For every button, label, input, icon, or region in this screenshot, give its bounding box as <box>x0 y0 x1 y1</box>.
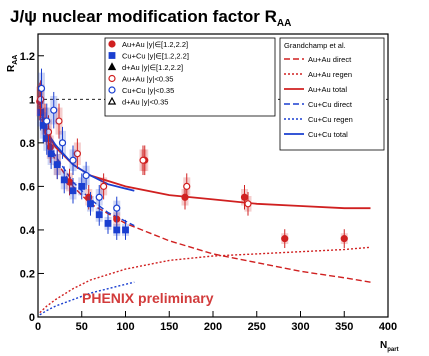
legend-data-label-0: Au+Au |y|∈[1.2,2.2] <box>122 40 188 49</box>
legend-model-label-0: Au+Au direct <box>308 55 352 64</box>
legend-model-title: Grandchamp et al. <box>284 41 346 50</box>
x-tick-label-0: 0 <box>35 321 41 333</box>
chart-title-text: J/ψ nuclear modification factor R <box>10 7 277 26</box>
legend-data-marker-2 <box>107 62 117 71</box>
y-tick-label-2: 0.4 <box>20 225 36 237</box>
model-curve-0 <box>39 110 371 283</box>
point-4-6 <box>95 193 103 201</box>
point-0-10 <box>281 235 289 243</box>
legend-data: Au+Au |y|∈[1.2,2.2] Cu+Cu |y|∈[1.2,2.2] d+… <box>104 37 276 117</box>
point-1-8 <box>87 200 94 208</box>
point-4-7 <box>113 204 121 212</box>
point-1-4 <box>53 161 61 169</box>
point-4-0 <box>37 84 46 93</box>
legend-data-label-5: d+Au |y|<0.35 <box>122 98 168 107</box>
point-3-4 <box>100 182 108 190</box>
svg-text:RAA: RAA <box>6 55 19 72</box>
y-tick-label-3: 0.6 <box>20 181 35 193</box>
x-tick-label-8: 400 <box>379 321 397 333</box>
y-tick-label-5: 1 <box>29 94 35 106</box>
legend-data-marker-1 <box>108 52 116 59</box>
point-4-3 <box>58 139 67 147</box>
point-1-10 <box>104 219 112 227</box>
y-tick-label-4: 0.8 <box>20 138 35 150</box>
x-tick-label-3: 150 <box>160 321 178 333</box>
y-axis-label-subscript: AA <box>12 55 19 65</box>
chart-title-subscript: AA <box>277 18 291 29</box>
x-axis-label: Npart <box>380 340 399 353</box>
model-curve-4 <box>39 281 135 316</box>
y-tick-label-0: 0 <box>29 312 35 324</box>
legend-data-label-1: Cu+Cu |y|∈[1.2,2.2] <box>122 52 189 61</box>
watermark-text: PHENIX preliminary <box>82 290 214 306</box>
legend-model-label-2: Au+Au total <box>308 85 347 94</box>
point-1-11 <box>113 226 121 234</box>
point-3-6 <box>183 182 191 190</box>
legend-data-marker-0 <box>108 40 116 48</box>
legend-data-label-2: d+Au |y|∈[1.2,2.2] <box>122 63 183 72</box>
point-0-11 <box>340 235 348 243</box>
model-curve-1 <box>39 246 371 314</box>
point-3-2 <box>55 117 63 125</box>
point-4-5 <box>82 171 90 180</box>
y-axis-label: RAA <box>6 55 19 72</box>
legend-model-label-4: Cu+Cu regen <box>308 115 353 124</box>
point-4-2 <box>50 106 58 114</box>
x-tick-label-4: 200 <box>204 321 222 333</box>
legend-data-label-4: Cu+Cu |y|<0.35 <box>122 86 174 95</box>
legend-model: Grandchamp et al. Au+Au direct Au+Au rege… <box>279 37 385 151</box>
point-3-3 <box>73 150 81 158</box>
data-points <box>36 68 348 249</box>
point-3-5 <box>139 156 147 164</box>
legend-data-box <box>104 37 276 117</box>
y-axis-label-text: R <box>6 64 17 72</box>
legend-model-label-1: Au+Au regen <box>308 70 352 79</box>
x-tick-label-1: 50 <box>76 321 88 333</box>
x-tick-label-2: 100 <box>116 321 134 333</box>
point-1-5 <box>60 176 68 184</box>
x-axis-label-subscript: part <box>387 347 398 353</box>
x-tick-label-5: 250 <box>248 321 266 333</box>
legend-data-marker-3 <box>108 74 116 83</box>
point-1-9 <box>95 211 103 219</box>
x-tick-label-6: 300 <box>291 321 309 333</box>
point-1-6 <box>69 187 77 195</box>
point-3-7 <box>244 200 252 208</box>
chart-title: J/ψ nuclear modification factor RAA <box>10 7 291 29</box>
point-4-1 <box>43 117 51 125</box>
model-curve-2 <box>38 105 371 210</box>
legend-model-label-3: Cu+Cu direct <box>308 100 353 109</box>
legend-data-label-3: Au+Au |y|<0.35 <box>122 75 173 84</box>
legend-model-label-5: Cu+Cu total <box>308 130 348 139</box>
point-1-1 <box>39 122 47 129</box>
legend-model-box <box>279 37 385 151</box>
point-1-3 <box>47 150 55 158</box>
point-1-12 <box>122 226 129 234</box>
legend-data-marker-4 <box>108 86 116 94</box>
axes: 0 50 100 150 200 250 300 350 400 0 0.2 0.4 0.6 0.8 1 1.… <box>20 51 397 333</box>
x-axis-label-text: N <box>380 340 387 351</box>
point-1-7 <box>78 182 86 190</box>
y-tick-label-6: 1.2 <box>20 51 35 63</box>
point-4-4 <box>69 156 77 164</box>
legend-data-marker-5 <box>107 96 117 105</box>
point-3-0 <box>37 95 45 103</box>
y-tick-label-1: 0.2 <box>20 268 35 280</box>
x-tick-label-7: 350 <box>335 321 353 333</box>
